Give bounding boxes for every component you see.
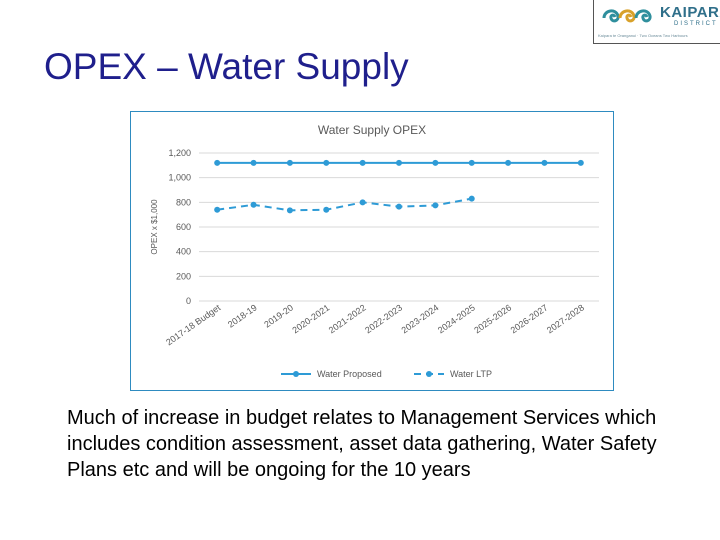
data-point [250,159,257,166]
x-tick-label: 2023-2024 [400,302,441,335]
y-tick-label: 200 [176,271,191,281]
x-tick-label: 2025-2026 [472,302,513,335]
x-tick-label: 2018-19 [226,302,259,329]
kaipara-district-logo: KAIPARA DISTRICT Kaipara te Oranganui · … [593,0,720,44]
y-tick-label: 600 [176,222,191,232]
data-point [432,159,439,166]
y-tick-label: 1,200 [168,148,191,158]
legend-label: Water LTP [450,369,492,379]
slide-body-text: Much of increase in budget relates to Ma… [67,407,657,481]
data-point [286,207,293,214]
koru-swirl-icon [602,9,652,23]
data-point [468,195,475,202]
data-point [214,206,221,213]
data-point [359,199,366,206]
data-point [396,159,402,166]
x-tick-label: 2024-2025 [436,302,477,335]
data-point [286,159,293,166]
water-supply-opex-chart: Water Supply OPEX 0 200 400 600 800 1,000 1,200… [150,123,599,379]
data-point [577,159,584,166]
chart-frame: Water Supply OPEX 0 200 400 600 800 1,000 1,200… [130,111,614,391]
x-tick-label: 2017-18 Budget [164,302,223,347]
data-point [323,206,330,213]
y-tick-label: 0 [186,296,191,306]
chart-title: Water Supply OPEX [318,123,426,137]
legend-marker [293,371,299,377]
y-axis-label: OPEX x $1,000 [150,199,159,255]
legend-marker [426,371,432,377]
x-tick-label: 2022-2023 [363,302,404,335]
data-point [214,159,221,166]
data-point [396,203,402,210]
x-tick-label: 2026-2027 [509,302,550,335]
slide-title: OPEX – Water Supply [44,46,409,87]
y-tick-label: 800 [176,197,191,207]
logo-subtitle: DISTRICT [674,21,718,27]
legend-label: Water Proposed [317,369,382,379]
data-point [250,201,257,208]
data-point [323,159,330,166]
data-point [505,159,512,166]
y-tick-label: 1,000 [168,173,191,183]
data-point [359,159,366,166]
data-point [541,159,548,166]
logo-tagline: Kaipara te Oranganui · Two Oceans Two Ha… [598,33,688,38]
data-point [468,159,475,166]
logo-name: KAIPARA [660,4,720,21]
x-tick-label: 2027-2028 [545,302,586,335]
y-tick-label: 400 [176,247,191,257]
x-tick-label: 2019-20 [262,302,295,329]
series-line-1 [217,197,472,212]
data-point [432,202,439,209]
x-tick-label: 2020-2021 [290,302,331,335]
x-tick-label: 2021-2022 [327,302,368,335]
